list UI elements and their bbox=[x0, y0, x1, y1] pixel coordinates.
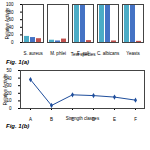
svg-text:40: 40 bbox=[8, 24, 14, 30]
svg-text:Test species: Test species bbox=[71, 52, 97, 57]
svg-text:60: 60 bbox=[8, 17, 14, 23]
svg-text:B: B bbox=[50, 117, 53, 122]
svg-text:80: 80 bbox=[8, 9, 14, 15]
svg-text:50: 50 bbox=[6, 68, 12, 73]
svg-text:E: E bbox=[113, 117, 116, 122]
svg-text:30: 30 bbox=[6, 83, 12, 89]
svg-text:A: A bbox=[29, 117, 32, 122]
svg-text:20: 20 bbox=[6, 90, 12, 96]
svg-text:M. phlei: M. phlei bbox=[50, 51, 66, 56]
svg-text:F: F bbox=[134, 117, 137, 122]
svg-text:S. aureus: S. aureus bbox=[23, 51, 43, 56]
svg-text:Relative Activity: Relative Activity bbox=[5, 7, 10, 39]
svg-text:0: 0 bbox=[9, 106, 12, 111]
svg-text:20: 20 bbox=[8, 32, 14, 38]
svg-text:Relative Activity: Relative Activity bbox=[3, 73, 8, 105]
svg-text:10: 10 bbox=[6, 98, 12, 104]
html-text:Fig. 1(a): Fig. 1(a) bbox=[6, 59, 29, 65]
svg-text:0: 0 bbox=[11, 40, 14, 45]
svg-text:40: 40 bbox=[6, 75, 12, 81]
html-text:Fig. 1(b): Fig. 1(b) bbox=[6, 123, 30, 129]
svg-text:Strength classes: Strength classes bbox=[66, 116, 100, 121]
svg-text:C. albicans: C. albicans bbox=[97, 51, 120, 56]
svg-text:Yeasts: Yeasts bbox=[126, 51, 140, 56]
svg-text:100: 100 bbox=[6, 2, 14, 7]
